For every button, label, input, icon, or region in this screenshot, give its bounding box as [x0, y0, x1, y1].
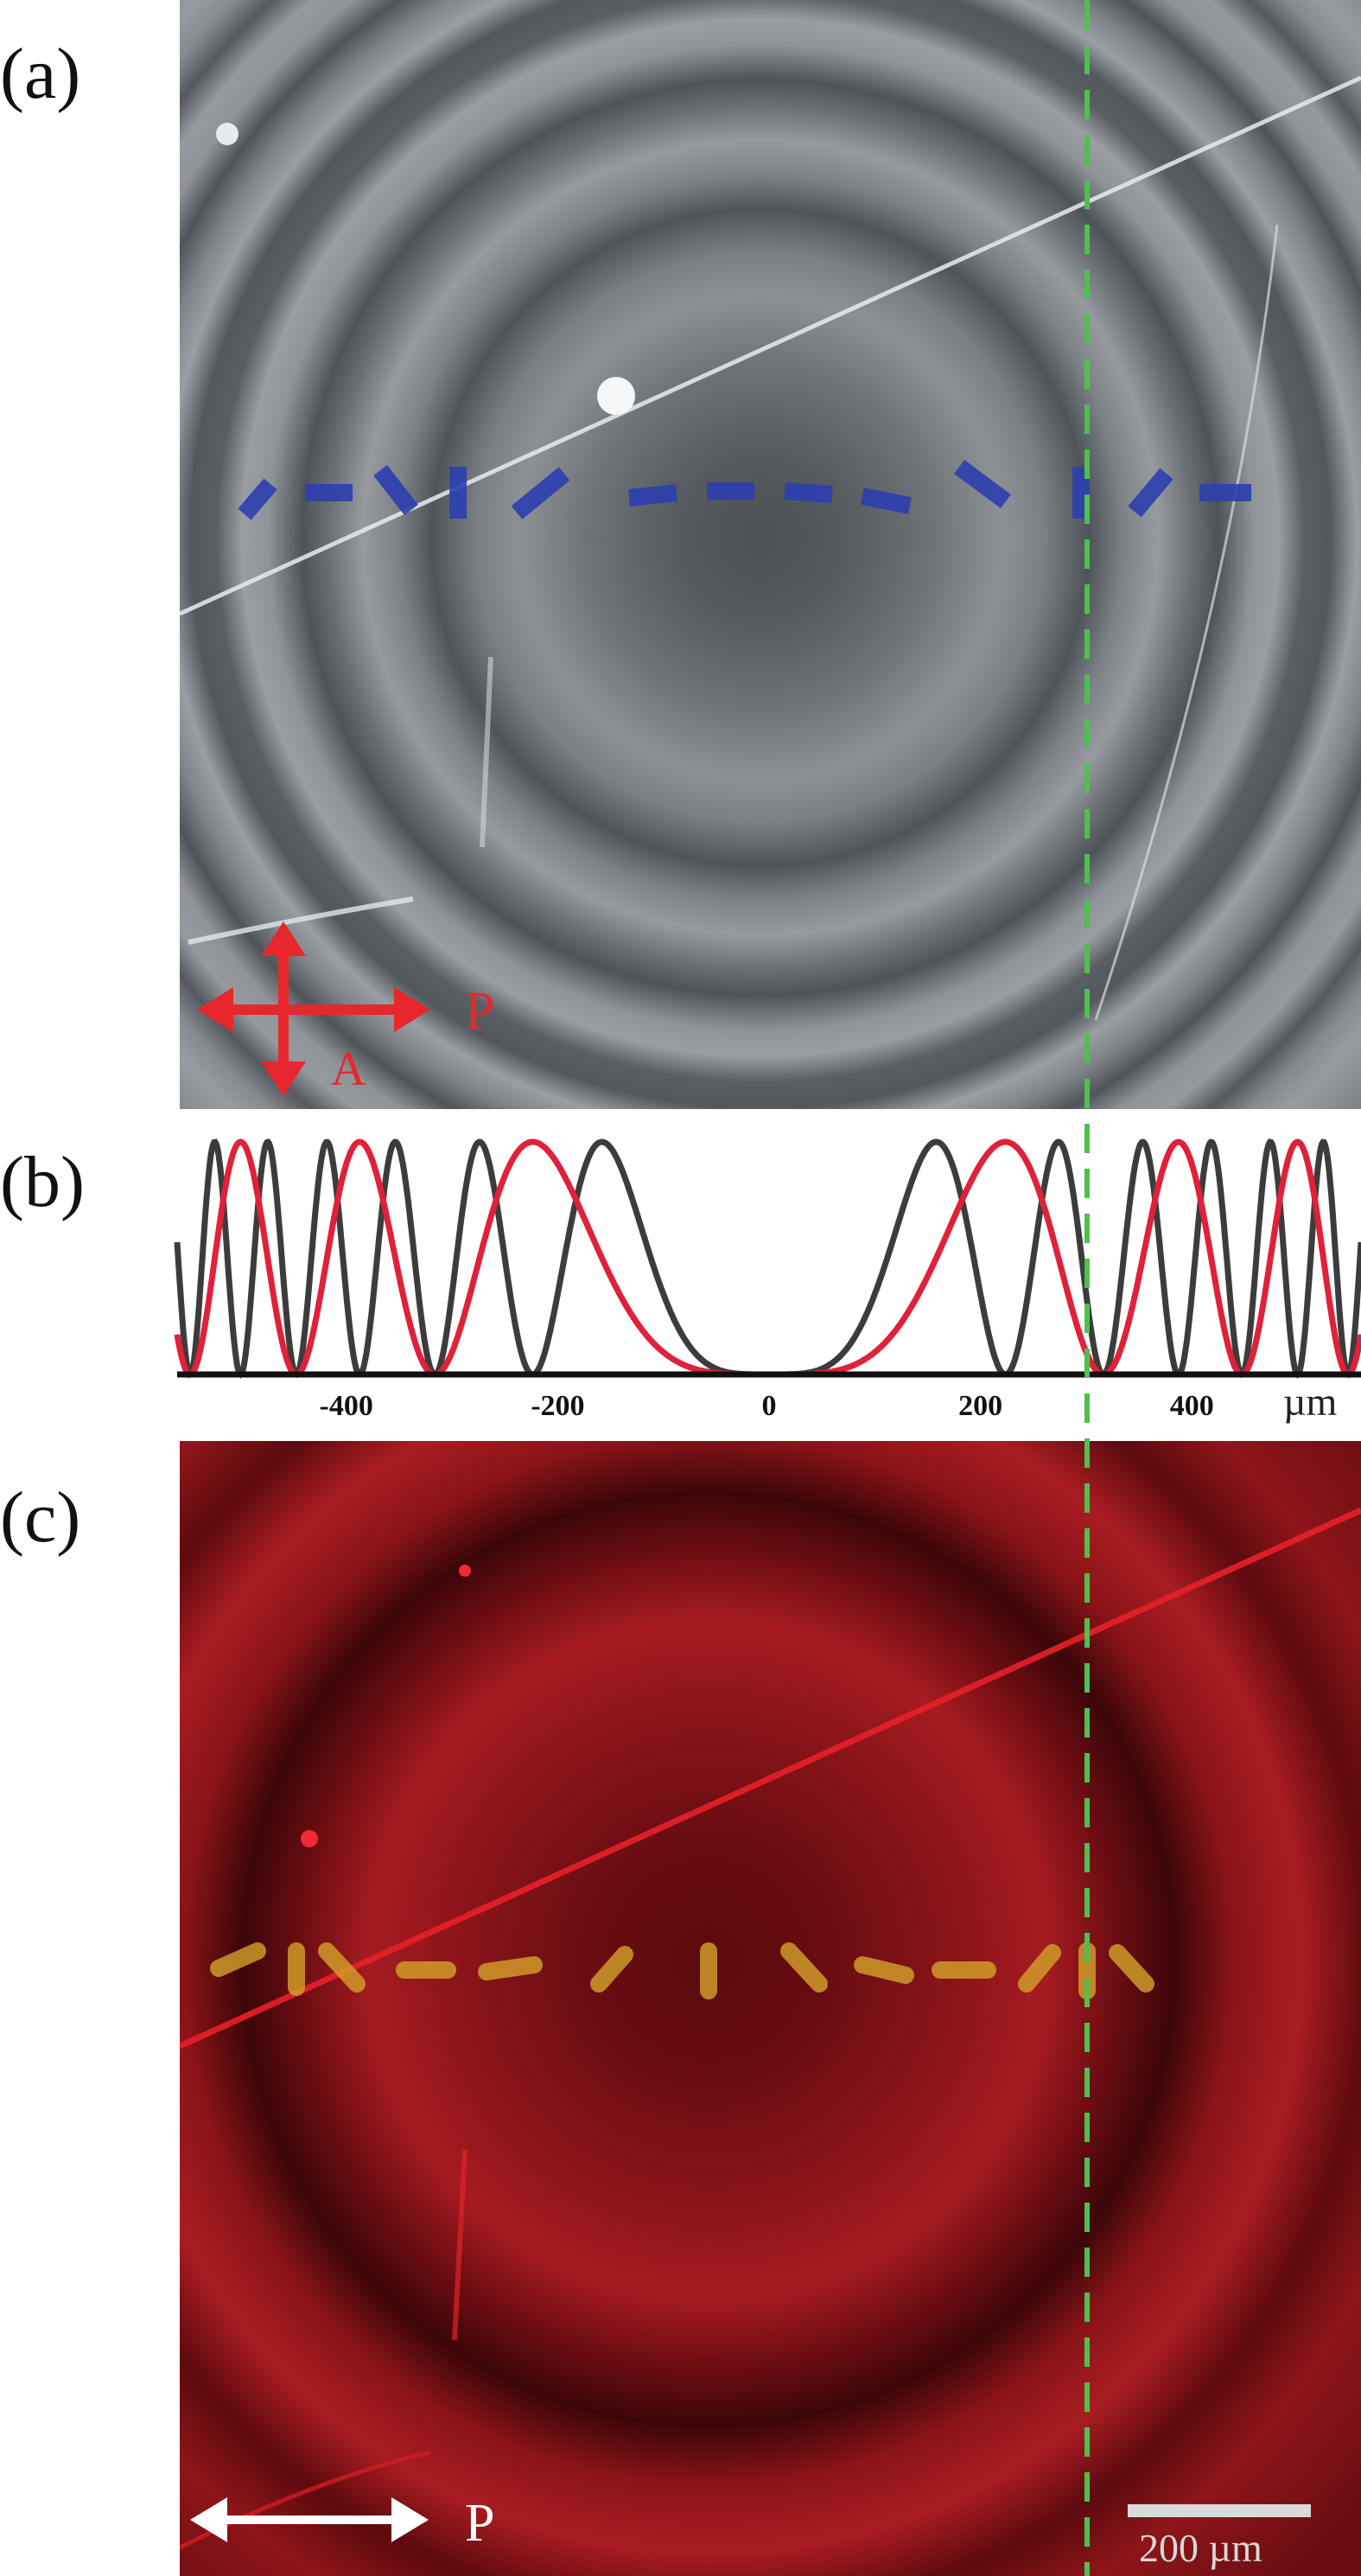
- fluorescence-micrograph: P 200 µm: [180, 1441, 1361, 2576]
- panel-c-label: (c): [0, 1477, 81, 1558]
- polarizer-label-a: P: [465, 982, 494, 1041]
- x-tick-label: 400: [1170, 1390, 1214, 1422]
- x-axis-unit-label: µm: [1283, 1380, 1338, 1424]
- scale-bar: [1128, 2504, 1311, 2517]
- profile-chart-svg: -400 -200 0 200 400 µm: [174, 1138, 1361, 1424]
- analyzer-label-a: A: [331, 1043, 366, 1096]
- panel-a-label: (a): [0, 34, 81, 114]
- polarizer-label-c: P: [465, 2494, 494, 2553]
- panel-b-label: (b): [0, 1142, 85, 1222]
- director-field-a: [238, 459, 1251, 520]
- x-tick-label: -200: [531, 1390, 584, 1422]
- intensity-profile-chart: -400 -200 0 200 400 µm: [173, 1126, 1361, 1438]
- micrograph-c-image: P 200 µm: [180, 1441, 1361, 2576]
- x-tick-label: -400: [320, 1390, 373, 1422]
- x-tick-label: 200: [958, 1390, 1002, 1422]
- polarized-micrograph: P A: [180, 0, 1361, 1109]
- scale-bar-label: 200 µm: [1139, 2526, 1262, 2570]
- polarizer-arrow-c: [190, 2497, 429, 2542]
- series-line-1: [174, 1138, 1361, 1378]
- micrograph-a-image: P A: [180, 0, 1361, 1109]
- series-line-0: [174, 1138, 1361, 1379]
- x-tick-label: 0: [762, 1390, 777, 1422]
- polarizer-analyzer-arrows: [197, 921, 430, 1096]
